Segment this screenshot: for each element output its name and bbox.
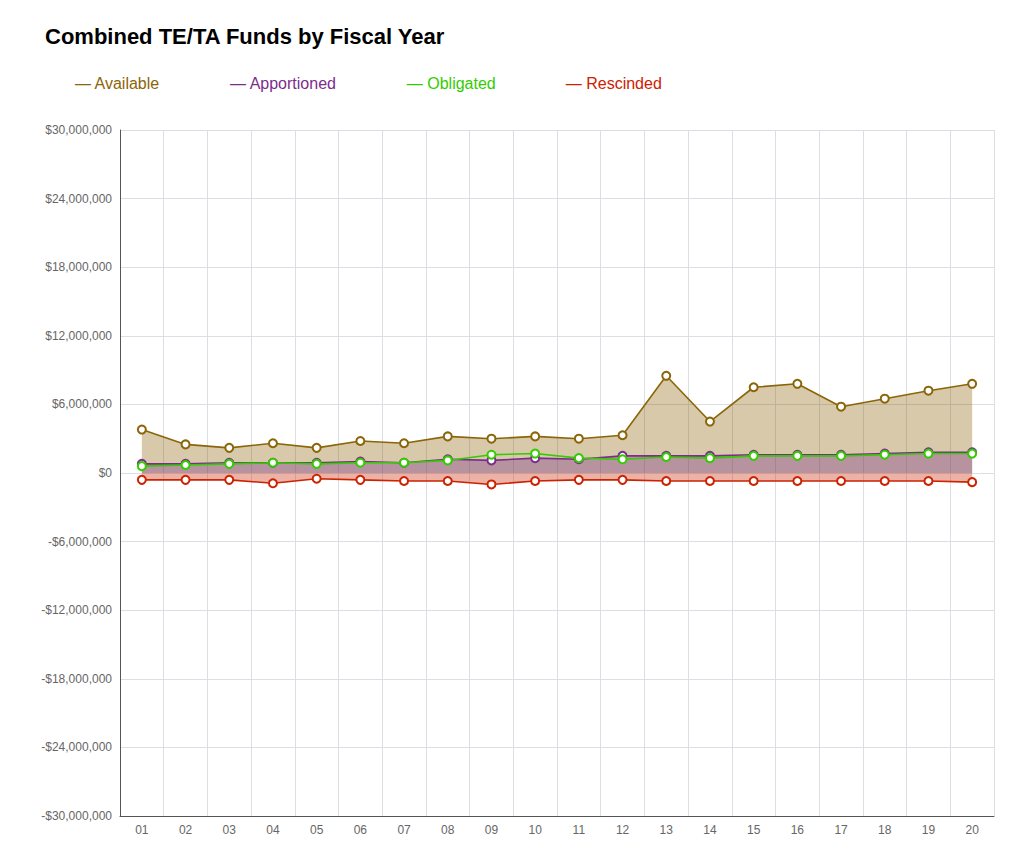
svg-text:06: 06 [354,823,368,837]
svg-text:-$24,000,000: -$24,000,000 [41,740,112,754]
svg-text:-$6,000,000: -$6,000,000 [48,535,112,549]
svg-text:— Obligated: — Obligated [407,75,496,92]
svg-text:11: 11 [573,823,586,837]
svg-text:10: 10 [528,823,542,837]
svg-text:15: 15 [747,823,761,837]
svg-text:02: 02 [179,823,193,837]
svg-text:— Rescinded: — Rescinded [566,75,662,92]
svg-text:$12,000,000: $12,000,000 [45,329,112,343]
svg-text:09: 09 [485,823,499,837]
svg-text:16: 16 [791,823,805,837]
svg-text:$30,000,000: $30,000,000 [45,123,112,137]
svg-text:13: 13 [660,823,674,837]
svg-text:$18,000,000: $18,000,000 [45,260,112,274]
svg-text:08: 08 [441,823,455,837]
svg-text:18: 18 [878,823,892,837]
svg-text:17: 17 [834,823,848,837]
svg-text:$24,000,000: $24,000,000 [45,192,112,206]
svg-text:— Apportioned: — Apportioned [230,75,336,92]
svg-text:-$18,000,000: -$18,000,000 [41,672,112,686]
svg-text:$0: $0 [99,466,113,480]
svg-text:07: 07 [397,823,411,837]
svg-text:20: 20 [965,823,979,837]
svg-text:14: 14 [703,823,717,837]
svg-text:19: 19 [922,823,936,837]
svg-text:— Available: — Available [75,75,159,92]
svg-text:01: 01 [135,823,149,837]
svg-text:05: 05 [310,823,324,837]
svg-text:03: 03 [223,823,237,837]
svg-text:04: 04 [266,823,280,837]
svg-text:-$12,000,000: -$12,000,000 [41,603,112,617]
svg-text:$6,000,000: $6,000,000 [52,397,112,411]
svg-text:Combined TE/TA Funds by Fiscal: Combined TE/TA Funds by Fiscal Year [45,24,445,49]
svg-text:12: 12 [616,823,630,837]
svg-text:-$30,000,000: -$30,000,000 [41,809,112,823]
